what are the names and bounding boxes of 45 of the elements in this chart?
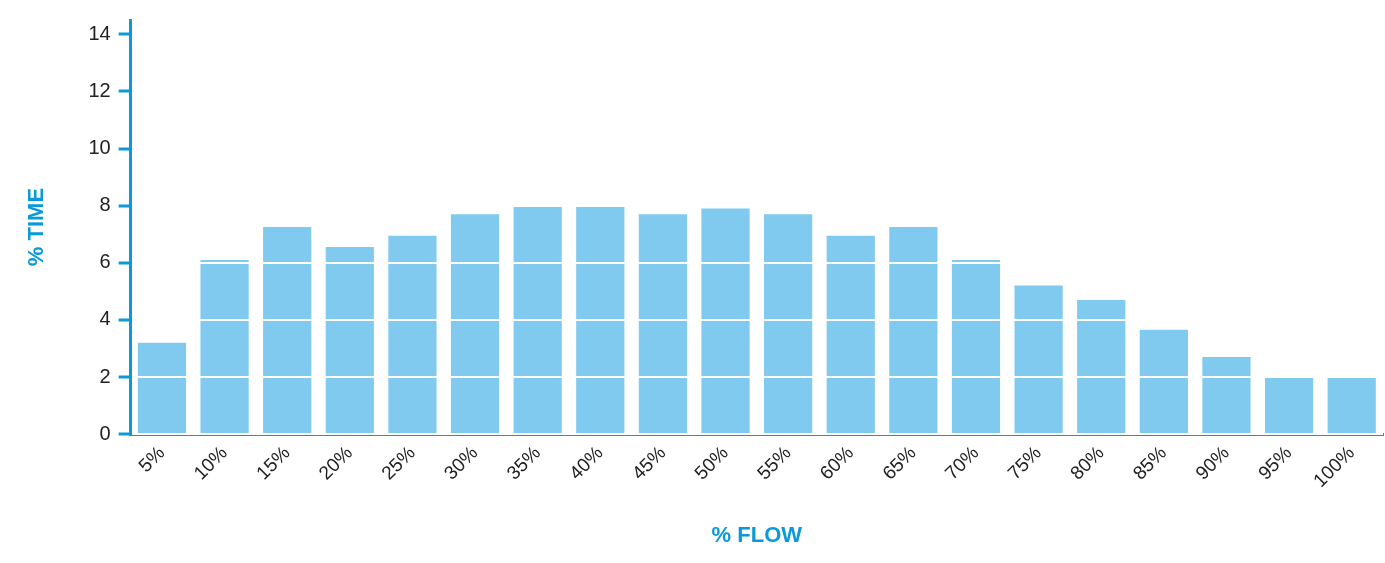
x-tick-label: 75% [1003,441,1046,484]
bar [576,207,625,434]
x-tick-label: 35% [502,441,545,484]
x-axis-title: % FLOW [711,521,803,547]
bar [1327,377,1376,434]
x-tick-label: 85% [1128,441,1171,484]
bar [137,342,187,434]
y-tick-label: 0 [99,421,111,444]
bar [450,214,500,434]
y-axis-title: % TIME [23,187,49,267]
x-tick-label: 45% [627,441,670,484]
y-tick-label: 2 [99,364,111,387]
bar [1264,377,1314,434]
bar [263,227,312,434]
y-tick-label: 14 [88,21,111,44]
y-tick-label: 8 [99,193,111,216]
bar [325,247,374,434]
x-tick-label: 70% [940,441,983,484]
y-tick-label: 6 [99,250,111,273]
bar [1077,299,1126,434]
bar [1014,285,1063,434]
x-tick-label: 90% [1191,441,1234,484]
bar [638,214,687,434]
y-tick-label: 12 [88,78,111,101]
x-tick-label: 95% [1253,441,1296,484]
x-tick-label: 55% [752,441,795,484]
x-tick-label: 80% [1066,441,1108,484]
bar [200,259,249,434]
x-tick-label: 65% [878,441,920,484]
x-tick-label: 50% [690,441,733,484]
bar [764,214,813,434]
x-tick-label: 5% [134,441,169,477]
y-tick-label: 10 [88,136,111,159]
y-tick-label: 4 [99,307,111,330]
bar [388,235,437,434]
bar [951,259,1001,434]
bar [701,208,750,434]
x-tick-label: 30% [439,441,482,484]
x-tick-label: 40% [565,441,607,484]
bar [513,207,562,434]
bar [1202,357,1251,434]
bar [826,235,875,434]
bar [889,227,938,434]
bar [1139,329,1188,434]
x-tick-label: 60% [815,441,858,484]
